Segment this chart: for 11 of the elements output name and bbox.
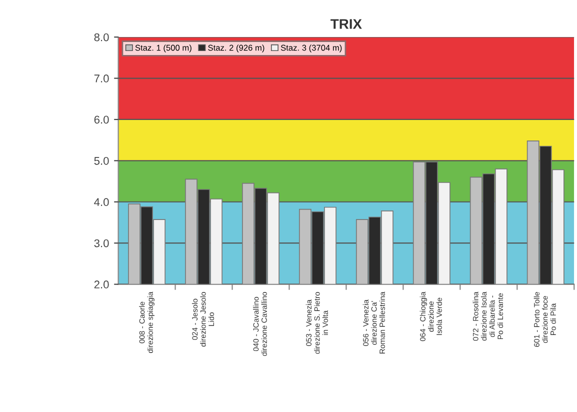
y-tick-label: 5.0 bbox=[94, 156, 109, 165]
y-tick-label: 3.0 bbox=[94, 239, 109, 248]
legend-label: Staz. 1 (500 m) bbox=[135, 44, 192, 52]
y-tick-label: 2.0 bbox=[94, 280, 109, 288]
y-tick-label: 8.0 bbox=[94, 33, 109, 42]
y-tick-label: 7.0 bbox=[94, 74, 109, 82]
legend-label: Staz. 3 (3704 m) bbox=[280, 44, 342, 52]
chart-title: TRIX bbox=[330, 19, 362, 29]
y-tick-label: 4.0 bbox=[94, 198, 109, 206]
legend-label: Staz. 2 (926 m) bbox=[208, 44, 264, 52]
y-tick-label: 6.0 bbox=[94, 116, 109, 124]
